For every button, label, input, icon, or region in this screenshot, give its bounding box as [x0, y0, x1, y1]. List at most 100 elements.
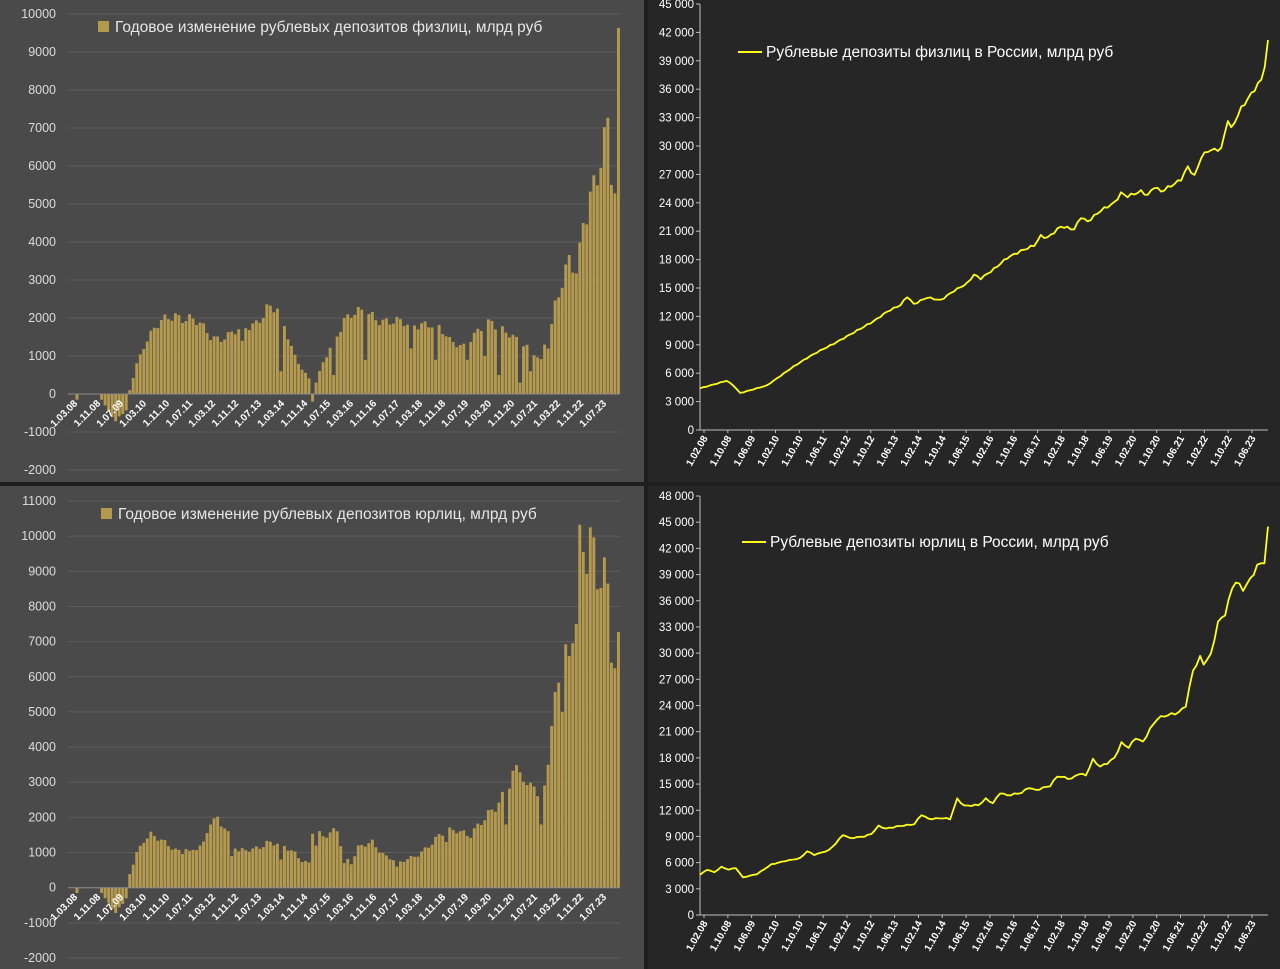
bar — [216, 336, 220, 394]
bar — [616, 631, 620, 888]
bar — [181, 322, 184, 394]
bar — [335, 831, 339, 888]
bar — [198, 845, 202, 888]
x-tick-label: 1.06.13 — [875, 434, 901, 469]
bar — [339, 331, 343, 394]
x-tick-label: 1.10.08 — [708, 434, 734, 469]
bar — [377, 325, 381, 394]
y-tick-label: 3 000 — [665, 397, 694, 409]
bar — [511, 334, 515, 394]
bar — [486, 810, 490, 888]
y-tick-label: 12 000 — [659, 311, 694, 323]
bar — [346, 858, 350, 888]
bar — [356, 845, 360, 888]
bar — [557, 297, 561, 394]
bar — [592, 537, 596, 888]
bar — [522, 781, 525, 888]
bar — [117, 887, 121, 908]
bar — [578, 524, 582, 888]
bar — [286, 339, 290, 394]
y-tick-label: 27 000 — [659, 169, 694, 181]
y-tick-label: 10000 — [21, 529, 56, 543]
bar — [268, 841, 272, 888]
bar — [616, 27, 620, 394]
bar — [536, 357, 540, 394]
bar — [546, 348, 550, 394]
x-tick-label: 1.06.11 — [804, 919, 830, 953]
x-tick-label: 1.10.20 — [1137, 434, 1163, 469]
bar — [437, 834, 441, 888]
bar — [370, 839, 374, 888]
bar — [212, 818, 216, 888]
x-tick-label: 1.02.18 — [1042, 434, 1068, 469]
legend-label: Годовое изменение рублевых депозитов юрл… — [118, 506, 537, 523]
bar — [472, 828, 476, 888]
x-tick-label: 1.06.15 — [946, 919, 972, 954]
bar — [268, 305, 272, 394]
bar — [282, 326, 286, 394]
bar — [546, 764, 550, 888]
bar — [181, 854, 184, 888]
bar — [297, 363, 300, 394]
bar — [420, 851, 424, 888]
x-tick-label: 1.02.16 — [970, 919, 996, 954]
bar — [149, 330, 153, 394]
bar — [420, 323, 424, 394]
bar — [251, 323, 255, 394]
bar — [230, 856, 234, 888]
bar — [377, 852, 381, 888]
bar — [522, 346, 525, 394]
bar — [184, 321, 188, 394]
bar — [272, 845, 276, 888]
bar — [427, 847, 431, 888]
bar — [592, 175, 596, 394]
bar — [138, 845, 142, 888]
y-tick-label: 36 000 — [659, 84, 694, 96]
x-tick-label: 1.06.23 — [1232, 434, 1258, 469]
bar — [571, 272, 575, 394]
chart-household-deposits: 45 000 42 000 39 000 36 000 33 000 30 000 27 0… — [648, 0, 1280, 482]
bar — [557, 682, 561, 888]
bar — [244, 328, 248, 394]
y-tick-label: 30 000 — [659, 141, 694, 153]
y-tick-label: 9000 — [28, 564, 56, 578]
bar — [437, 324, 441, 394]
bar — [469, 837, 473, 888]
bar — [595, 589, 599, 888]
x-tick-label: 1.02.10 — [756, 434, 782, 469]
y-tick-label: -1000 — [24, 425, 56, 439]
bar — [149, 831, 153, 888]
bar — [504, 332, 508, 394]
bar — [398, 319, 402, 394]
x-tick-label: 1.06.19 — [1089, 919, 1115, 954]
bar — [406, 859, 409, 888]
bar — [272, 312, 276, 394]
x-tick-label: 1.10.16 — [994, 919, 1020, 954]
bar — [539, 359, 543, 394]
bar — [515, 336, 518, 394]
y-tick-label: 9 000 — [665, 340, 694, 352]
bar — [325, 837, 329, 888]
bar — [237, 329, 241, 394]
bar — [290, 345, 293, 394]
x-tick-label: 1.06.09 — [732, 434, 758, 469]
chart-svg: 48 000 45 000 42 000 39 000 36 000 33 000 30 0… — [659, 491, 1269, 954]
bar — [314, 845, 318, 888]
y-tick-label: 4000 — [28, 740, 56, 754]
bar — [170, 849, 174, 888]
x-tick-label: 1.10.10 — [780, 919, 806, 954]
bar — [145, 838, 149, 888]
bar — [560, 287, 564, 394]
chart-svg: 1000090008000700060005000400030002000100… — [21, 7, 620, 477]
bar — [318, 371, 322, 394]
bar — [423, 847, 427, 888]
bar — [476, 328, 480, 394]
bar — [462, 343, 466, 394]
bar — [518, 772, 522, 888]
bar — [325, 357, 329, 394]
bar — [219, 826, 223, 888]
bar — [205, 333, 209, 394]
bar — [332, 375, 336, 394]
bar — [191, 849, 195, 888]
bar — [100, 887, 104, 893]
